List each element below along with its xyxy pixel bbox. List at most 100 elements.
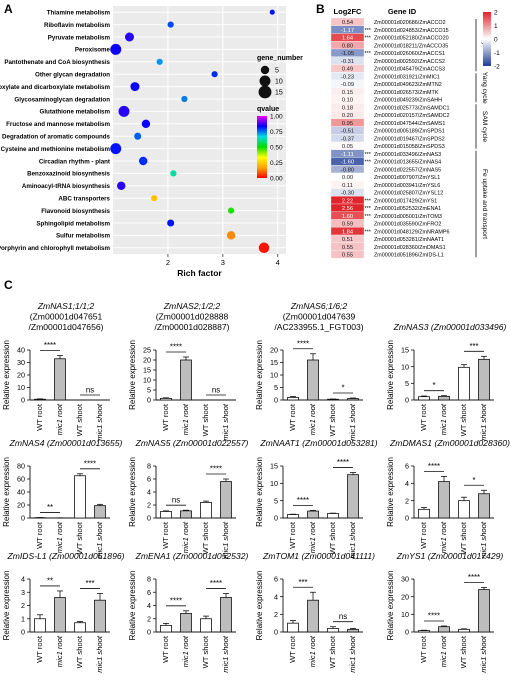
sig-label: ns — [172, 496, 180, 505]
data-point — [211, 71, 218, 78]
y-axis-label: Relative expression — [255, 340, 264, 410]
category-label: mic1 root — [308, 403, 317, 435]
category-label: mic1 root — [308, 635, 317, 667]
data-point — [117, 181, 126, 191]
heatmap-value: 1.84 — [342, 229, 354, 235]
category-label: mic1 root — [439, 521, 448, 553]
bar — [307, 599, 319, 633]
expression-bar-charts: ZmNAS1;1/1;2(Zm00001d047651/Zm00001d0476… — [2, 301, 510, 673]
category-label: WT shoot — [459, 521, 468, 554]
chart-title-line: ZmENA1 (Zm00001d052532) — [135, 551, 249, 561]
data-point — [134, 132, 142, 140]
chart-title-line: ZmNAS6;1/6;2 — [290, 301, 348, 311]
heatmap-header-fc: Log2FC — [334, 7, 362, 16]
y-tick-label: 3 — [21, 588, 25, 597]
category-label: mic1 root — [55, 635, 64, 667]
bar-chart: ZmNAS3 (Zm00001d033496) 0 5 10 15 Relative ex… — [386, 322, 507, 441]
bar-chart: ZmIDS-L1 (Zm00001d051896) 0 1 2 3 4 Relative e… — [2, 551, 125, 673]
bar-chart: ZmNAS6;1/6;2(Zm00001d047639/AC233955.1_F… — [255, 301, 364, 441]
data-point — [138, 156, 148, 166]
heatmap-value: 0.18 — [342, 105, 353, 111]
heatmap-value: 0.54 — [342, 20, 354, 26]
bar — [347, 628, 359, 633]
pathway-label: ABC transporters — [58, 196, 110, 203]
gene-id-label: Zm00001d031921/ZmMIC1 — [374, 74, 440, 80]
heatmap-value: 0.15 — [342, 90, 353, 96]
category-label: WT shoot — [328, 521, 337, 554]
y-tick-label: 8 — [147, 462, 151, 471]
category-label: WT shoot — [328, 635, 337, 668]
heatmap-value: -0.80 — [341, 167, 354, 173]
sig-label: ns — [212, 386, 220, 395]
chart-title-line: (Zm00001d047639 — [283, 312, 356, 322]
heatmap-cell — [330, 250, 365, 259]
category-label: WT shoot — [328, 403, 337, 436]
data-point — [110, 43, 122, 55]
gene-id-label: Zm00001d013655/ZmNAS4 — [374, 160, 441, 166]
gene-id-label: Zm00001d047544/ZmSAMS1 — [374, 121, 445, 127]
category-label: mic1 shoot — [95, 635, 104, 673]
chart-title-line: ZmIDS-L1 (Zm00001d051896) — [6, 551, 124, 561]
heatmap-value: -0.30 — [341, 191, 354, 197]
sig-label: **** — [297, 339, 309, 348]
category-label: WT root — [288, 403, 297, 431]
heatmap-value: -0.37 — [341, 136, 354, 142]
bar — [478, 493, 490, 519]
y-tick-label: 2 — [274, 610, 278, 619]
gene-id-label: Zm00001d049623/ZmMTN2 — [374, 82, 442, 88]
y-tick-label: 0 — [405, 628, 409, 637]
size-legend-title: gene_number — [257, 55, 303, 62]
gene-id-label: Zm00001d035590/ZmFRO2 — [374, 222, 441, 228]
bar — [347, 474, 359, 519]
bar-chart: ZmENA1 (Zm00001d052532) 0 2 4 6 8 Relative exp… — [128, 551, 249, 673]
data-point — [141, 119, 151, 129]
panel-label-b: B — [316, 2, 325, 16]
bar — [307, 510, 319, 519]
category-label: WT root — [161, 403, 170, 431]
y-axis-label: Relative expression — [386, 457, 395, 527]
sig-label: **** — [210, 579, 222, 588]
bar — [180, 613, 192, 633]
gene-id-label: Zm00001d052180/ZmACCO20 — [374, 36, 449, 42]
y-tick-label: 6 — [405, 462, 409, 471]
category-label: mic1 root — [181, 403, 190, 435]
category-label: WT shoot — [459, 635, 468, 668]
gene-id-label: Zm00001d026573/ZmMTK — [374, 90, 439, 96]
pathway-label: Sulfur metabolism — [56, 233, 110, 240]
pathway-label: Aminoacyl-tRNA biosynthesis — [22, 183, 111, 190]
size-legend-label: 15 — [275, 90, 283, 97]
fc-colorbar-tick: 2 — [494, 10, 498, 17]
x-axis-label: Rich factor — [177, 268, 222, 278]
sig-label: **** — [428, 611, 440, 620]
pathway-label: Other glycan degradation — [35, 72, 110, 79]
significance-stars: *** — [365, 214, 372, 220]
size-legend-label: 5 — [275, 68, 279, 75]
color-legend-tick: 0.50 — [270, 145, 283, 152]
category-label: WT root — [419, 521, 428, 549]
gene-id-label: Zm00001d005189/ZmSPDS1 — [374, 129, 445, 135]
gene-id-label: Zm00001d052532/ZmENA1 — [374, 206, 441, 212]
y-tick-label: 0 — [274, 514, 278, 523]
y-axis-label: Relative expression — [386, 340, 395, 410]
data-point — [226, 231, 236, 240]
heatmap-value: 1.64 — [342, 36, 354, 42]
gene-id-label: Zm00001d020157/ZmSAMDC2 — [374, 113, 450, 119]
bar-chart: ZmDMAS1 (Zm00001d028360) 0 2 4 6 Relative exp… — [386, 438, 510, 559]
y-tick-label: 0 — [21, 514, 25, 523]
sig-label: **** — [44, 341, 56, 350]
y-tick-label: 0 — [21, 628, 25, 637]
sig-label: ** — [47, 576, 53, 585]
chart-title-line: ZmNAS3 (Zm00001d033496) — [393, 322, 507, 332]
y-axis-label: Relative expression — [2, 340, 11, 410]
bar — [54, 597, 66, 633]
color-legend-tick: 1.00 — [270, 114, 283, 121]
bar — [287, 514, 299, 519]
category-label: mic1 shoot — [479, 635, 488, 673]
bar — [418, 508, 430, 519]
y-axis-label: Relative expression — [2, 571, 11, 641]
pathway-label: Thiamine metabolism — [47, 10, 111, 17]
y-axis-label: Relative expression — [2, 457, 11, 527]
bar — [478, 589, 490, 633]
bar — [327, 513, 339, 519]
